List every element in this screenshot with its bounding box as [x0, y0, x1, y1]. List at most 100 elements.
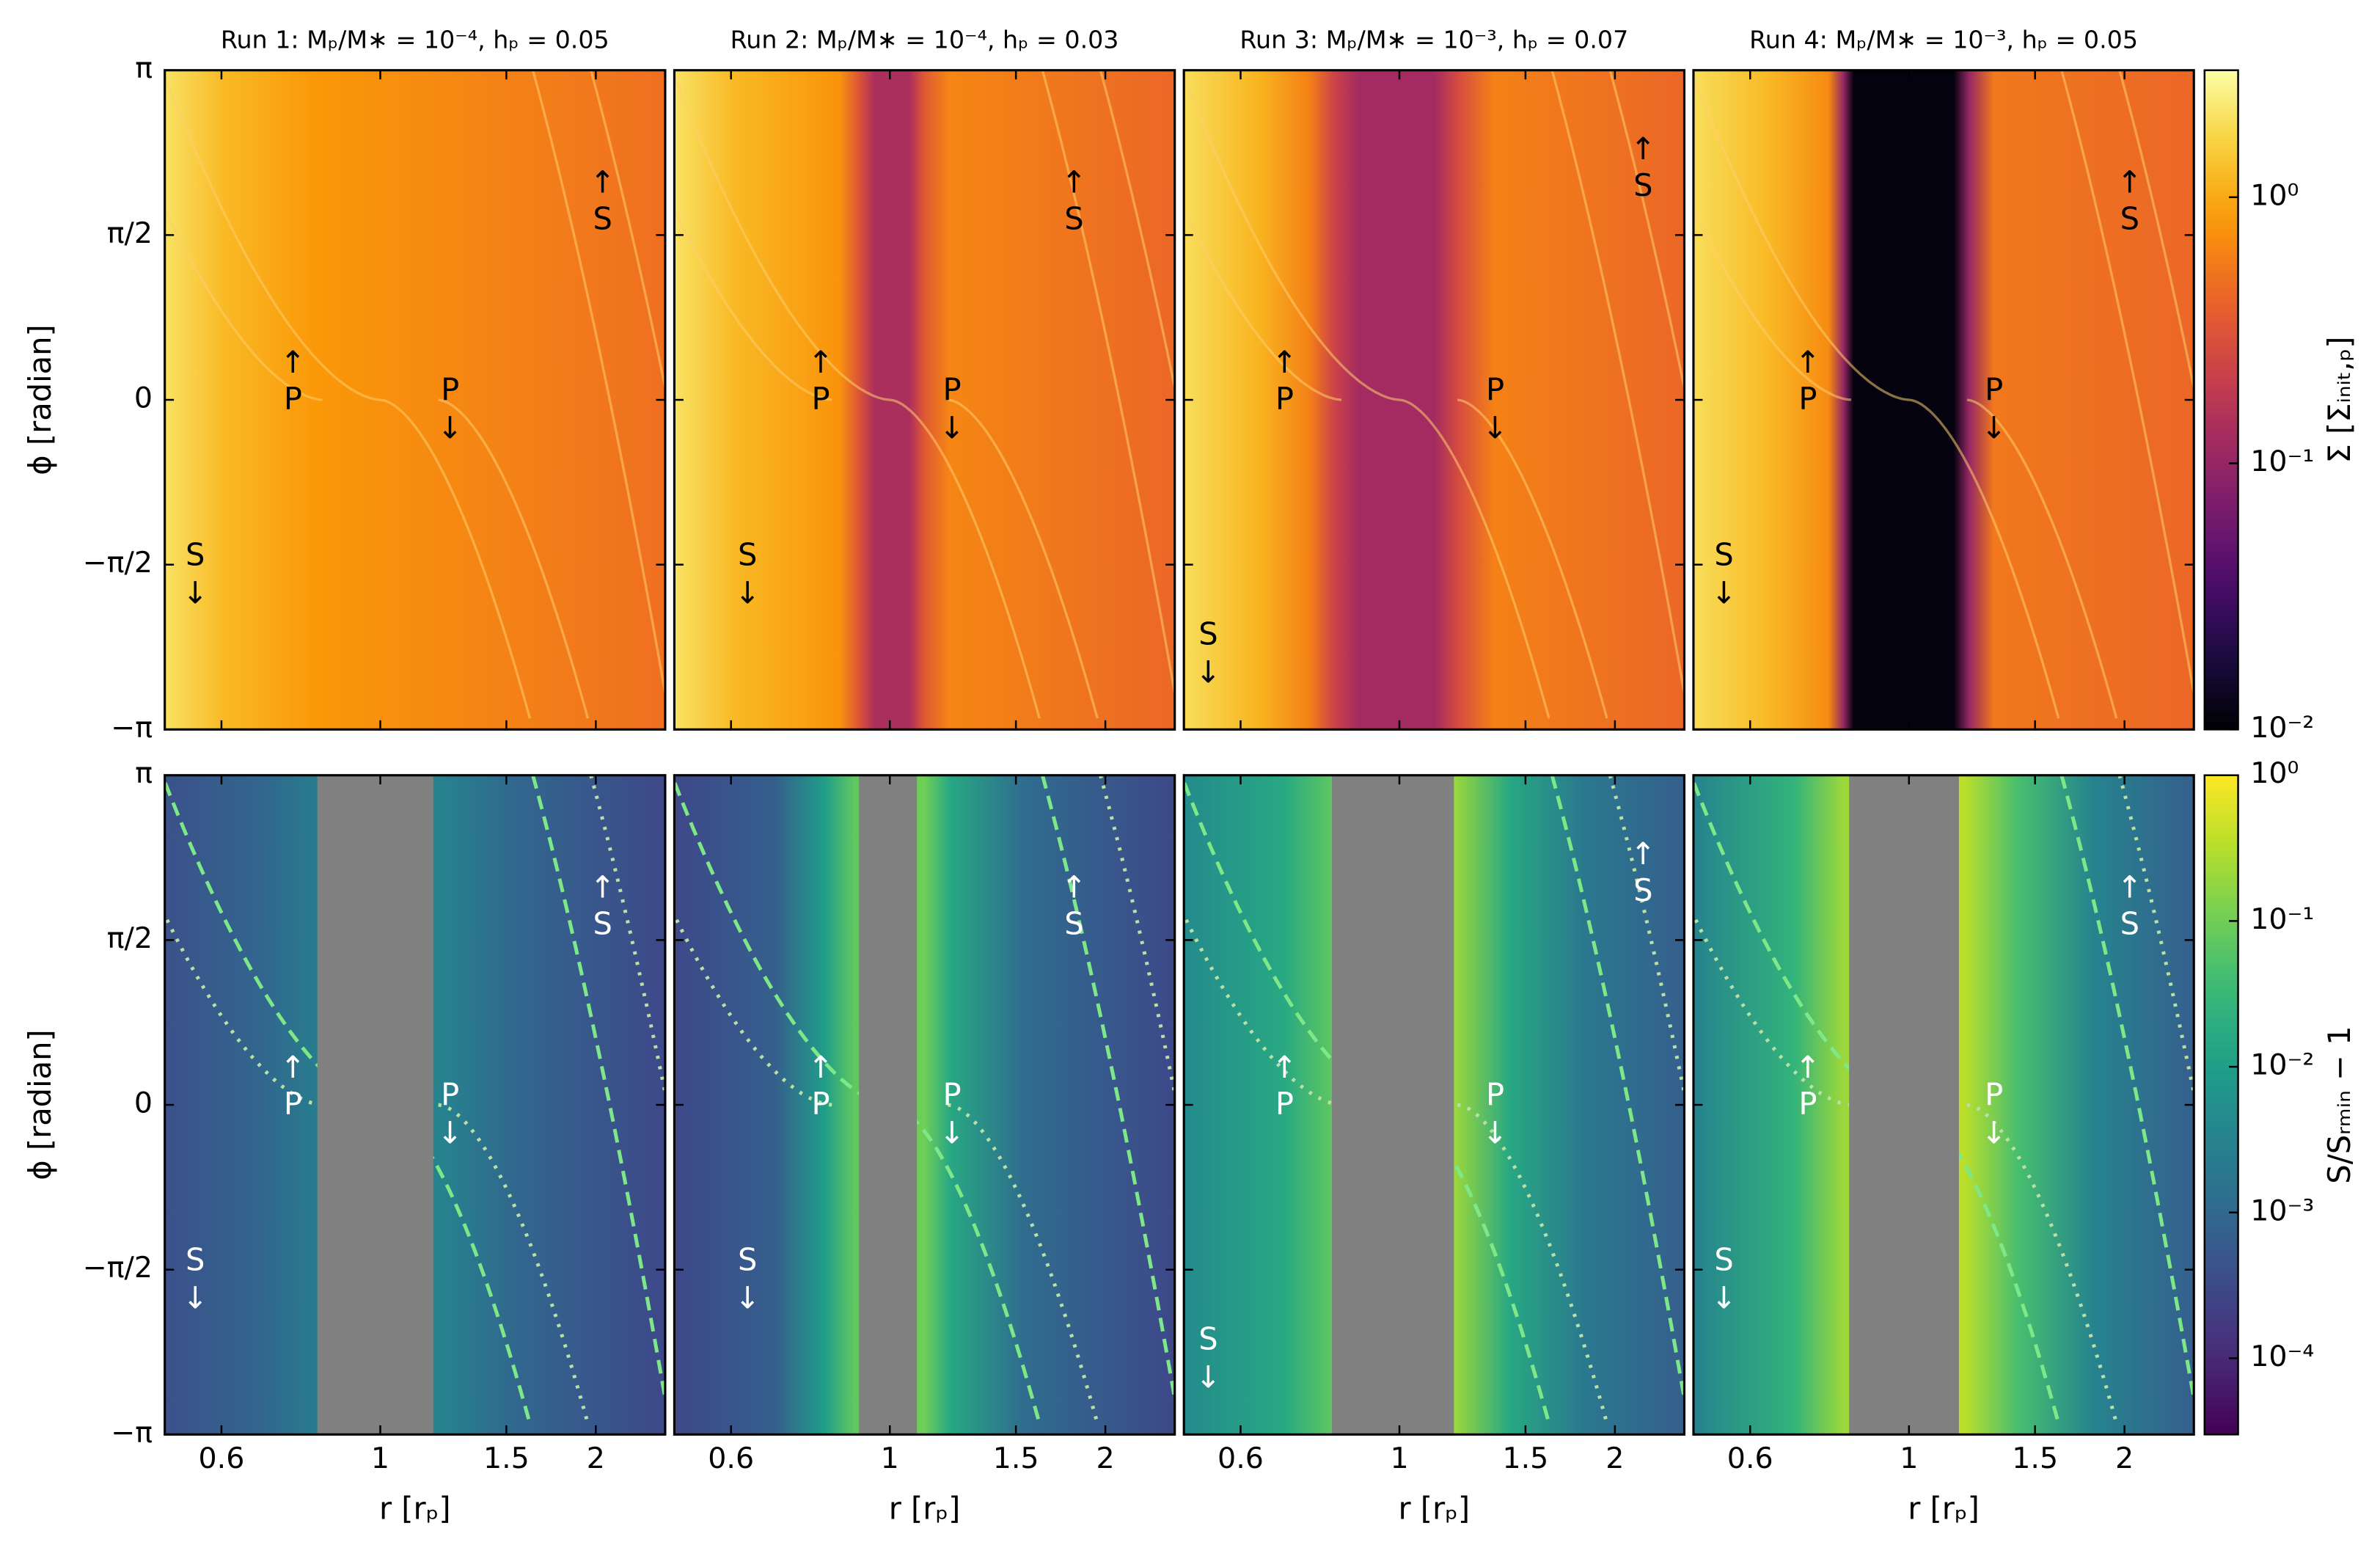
annotation-label: P — [441, 372, 459, 408]
annotation-arrow: ↓ — [735, 574, 761, 610]
wakes — [164, 70, 665, 719]
annotation-arrow: ↓ — [940, 410, 965, 446]
annotation-arrow: ↓ — [437, 1115, 463, 1151]
wake-curve — [674, 778, 890, 1107]
colorbar — [2203, 774, 2239, 1436]
x-tick-label: 1 — [371, 1442, 389, 1475]
annotation-label: P — [1275, 1086, 1294, 1122]
annotation-label: P — [1985, 1077, 2003, 1113]
wake-curve — [1184, 207, 1342, 401]
heatmap — [674, 775, 1175, 1435]
annotation-label: S — [1633, 167, 1652, 203]
excluded-region — [1849, 775, 1959, 1435]
y-tick-label: −π — [111, 1416, 153, 1450]
colorbar-tick-label: 10⁰ — [2250, 178, 2299, 212]
x-axis-label: r [rₚ] — [1908, 1490, 1980, 1526]
annotation-arrow: ↑ — [2117, 869, 2142, 905]
x-tick-label: 0.6 — [708, 1442, 754, 1475]
wake-curve — [948, 70, 1175, 719]
annotation-label: S — [186, 536, 205, 572]
excluded-region — [1331, 775, 1454, 1435]
wake-curve — [438, 70, 665, 719]
annotation-arrow: ↑ — [1272, 1049, 1297, 1085]
wake-curve — [1184, 778, 1400, 1107]
y-axis-label: ϕ [radian] — [22, 324, 58, 475]
heatmap — [674, 70, 1175, 730]
annotation-label: P — [1486, 1077, 1504, 1113]
annotation-label: S — [738, 1241, 757, 1277]
annotation-label: S — [1198, 1321, 1218, 1356]
x-axis-label: r [rₚ] — [379, 1490, 451, 1526]
annotation-label: S — [1633, 872, 1652, 908]
x-tick-label: 1.5 — [483, 1442, 530, 1475]
heatmap — [1693, 70, 2194, 730]
annotation-label: P — [284, 1086, 302, 1122]
colorbar-label: S/Sᵣₘᵢₙ − 1 — [2321, 1026, 2357, 1183]
panel-title: Run 4: Mₚ/M∗ = 10⁻³, hₚ = 0.05 — [1749, 26, 2138, 54]
excluded-region — [859, 775, 918, 1435]
annotation-label: P — [812, 1086, 830, 1122]
annotation-label: S — [1064, 906, 1083, 942]
colorbar-tick-label: 10⁻³ — [2250, 1194, 2314, 1227]
annotation-arrow: ↑ — [590, 164, 615, 200]
wakes — [1184, 70, 1685, 719]
panel-frame — [1182, 69, 1686, 731]
heatmap — [1184, 70, 1685, 730]
x-tick-label: 1.5 — [2012, 1442, 2058, 1475]
x-tick-label: 1 — [1900, 1442, 1918, 1475]
y-tick-label: π — [135, 51, 153, 85]
annotation-arrow: ↑ — [808, 344, 834, 380]
annotation-arrow: ↓ — [1482, 1115, 1508, 1151]
colorbar-tick-label: 10⁻² — [2250, 1048, 2314, 1082]
wake-curve — [1693, 207, 1851, 401]
annotation-label: S — [2120, 906, 2139, 942]
x-tick-label: 1.5 — [1502, 1442, 1548, 1475]
annotation-label: P — [942, 1077, 961, 1113]
annotation-arrow: ↑ — [1061, 869, 1087, 905]
annotation-label: P — [441, 1077, 459, 1113]
panel-frame — [673, 69, 1176, 731]
panel-frame — [1692, 69, 2195, 731]
colorbar-tick-label: 10⁻² — [2250, 711, 2314, 745]
panel-frame — [164, 774, 667, 1436]
annotation-label: P — [1486, 372, 1504, 408]
annotation-label: S — [738, 536, 757, 572]
annotation-arrow: ↑ — [590, 869, 615, 905]
y-tick-label: −π/2 — [83, 1251, 153, 1285]
wake-curve — [890, 70, 1175, 719]
y-tick-label: −π — [111, 711, 153, 745]
annotation-arrow: ↓ — [1711, 574, 1737, 610]
panel-frame — [164, 69, 667, 731]
annotation-label: P — [1985, 372, 2003, 408]
wake-curve — [1184, 73, 1400, 401]
annotation-arrow: ↓ — [437, 410, 463, 446]
annotation-label: P — [812, 381, 830, 417]
annotation-arrow: ↓ — [1711, 1279, 1737, 1315]
wake-curve — [164, 207, 323, 401]
annotation-arrow: ↑ — [2117, 164, 2142, 200]
wakes — [674, 70, 1175, 719]
panel-frame — [1182, 774, 1686, 1436]
annotation-arrow: ↑ — [1272, 344, 1297, 380]
wake-curve — [1908, 70, 2194, 719]
annotation-arrow: ↑ — [1795, 344, 1821, 380]
annotation-arrow: ↑ — [1795, 1049, 1821, 1085]
annotation-arrow: ↓ — [183, 1279, 208, 1315]
colorbar-tick-label: 10⁰ — [2250, 756, 2299, 790]
annotation-label: P — [1798, 1086, 1817, 1122]
annotation-label: P — [942, 372, 961, 408]
x-tick-label: 2 — [587, 1442, 605, 1475]
panel-frame — [1692, 774, 2195, 1436]
annotation-arrow: ↓ — [735, 1279, 761, 1315]
wake-curve — [1693, 778, 1910, 1107]
y-tick-label: 0 — [134, 1086, 153, 1120]
annotation-label: S — [1714, 536, 1733, 572]
wakes — [1693, 70, 2194, 719]
x-tick-label: 0.6 — [1727, 1442, 1773, 1475]
annotation-arrow: ↑ — [1061, 164, 1087, 200]
annotation-arrow: ↑ — [280, 1049, 306, 1085]
wake-curve — [674, 73, 890, 401]
annotation-arrow: ↓ — [940, 1115, 965, 1151]
